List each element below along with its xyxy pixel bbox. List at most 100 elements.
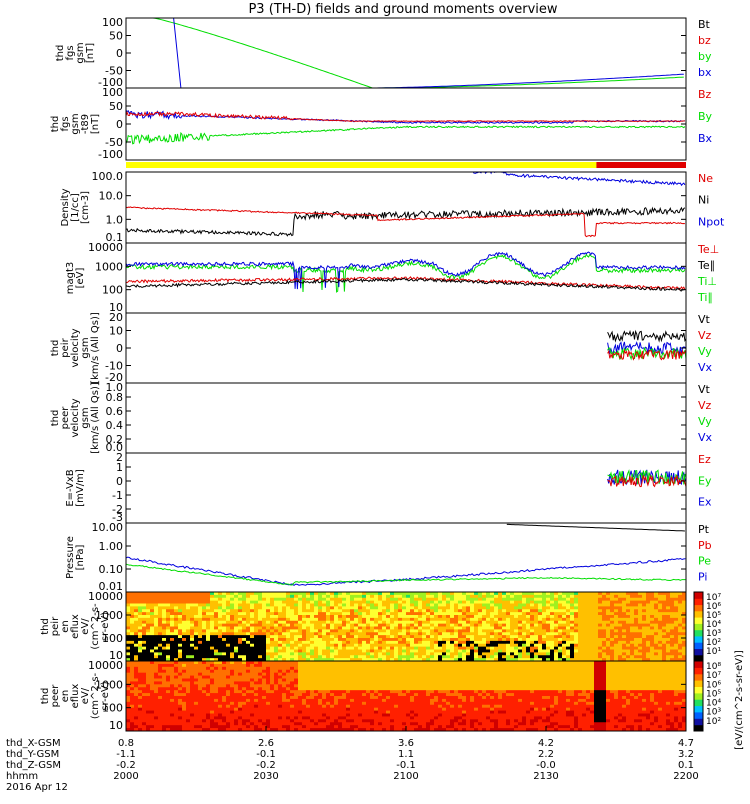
spectrogram-cell: [374, 626, 379, 630]
spectrogram-cell: [458, 632, 463, 636]
spectrogram-cell: [314, 701, 319, 706]
spectrogram-cell: [274, 675, 279, 680]
spectrogram-cell: [170, 655, 175, 659]
spectrogram-cell: [190, 690, 195, 694]
spectrogram-cell: [650, 617, 655, 622]
spectrogram-cell: [170, 725, 175, 729]
spectrogram-cell: [242, 638, 247, 642]
spectrogram-cell: [250, 675, 255, 680]
spectrogram-cell: [302, 698, 307, 703]
spectrogram-cell: [614, 600, 619, 605]
spectrogram-cell: [466, 623, 471, 628]
spectrogram-cell: [202, 640, 207, 645]
spectrogram-cell: [170, 681, 175, 685]
spectrogram-cell: [386, 638, 391, 642]
spectrogram-cell: [174, 626, 179, 630]
spectrogram-cell: [498, 629, 503, 633]
spectrogram-cell: [346, 606, 351, 610]
spectrogram-cell: [190, 728, 195, 731]
spectrogram-cell: [142, 592, 147, 596]
spectrogram-cell: [198, 696, 203, 700]
spectrogram-cell: [274, 681, 279, 685]
spectrogram-cell: [670, 626, 675, 630]
spectrogram-cell: [198, 640, 203, 645]
spectrogram-cell: [194, 713, 199, 718]
spectrogram-cell: [330, 612, 335, 616]
spectrogram-cell: [386, 675, 391, 680]
spectrogram-cell: [134, 609, 139, 613]
spectrogram-cell: [486, 597, 491, 602]
spectrogram-cell: [318, 681, 323, 685]
spectrogram-cell: [402, 592, 407, 596]
spectrogram-cell: [494, 626, 499, 630]
spectrogram-cell: [642, 640, 647, 645]
spectrogram-cell: [150, 658, 155, 661]
spectrogram-cell: [518, 609, 523, 613]
spectrogram-cell: [278, 615, 283, 619]
spectrogram-cell: [126, 635, 131, 639]
spectrogram-cell: [354, 640, 359, 645]
spectrogram-cell: [602, 620, 607, 625]
spectrogram-cell: [510, 638, 515, 642]
spectrogram-cell: [518, 597, 523, 602]
spectrogram-cell: [346, 658, 351, 661]
spectrogram-cell: [250, 681, 255, 685]
spectrogram-cell: [198, 666, 203, 671]
spectrogram-cell: [274, 632, 279, 636]
spectrogram-cell: [430, 646, 435, 651]
spectrogram-cell: [298, 632, 303, 636]
spectrogram-cell: [370, 696, 375, 700]
spectrogram-cell: [630, 643, 635, 648]
spectrogram-cell: [230, 696, 235, 700]
spectrogram-cell: [234, 690, 239, 694]
spectrogram-cell: [390, 594, 395, 599]
spectrogram-cell: [146, 603, 151, 607]
spectrogram-cell: [362, 620, 367, 625]
spectrogram-cell: [458, 597, 463, 602]
spectrogram-cell: [590, 646, 595, 651]
spectrogram-cell: [662, 606, 667, 610]
spectrogram-cell: [158, 678, 163, 683]
spectrogram-cell: [230, 600, 235, 605]
spectrogram-cell: [374, 698, 379, 703]
spectrogram-cell: [350, 646, 355, 651]
spectrogram-cell: [426, 592, 431, 596]
spectrogram-cell: [646, 649, 651, 653]
spectrogram-cell: [218, 681, 223, 685]
spectrogram-cell: [534, 635, 539, 639]
spectrogram-cell: [146, 617, 151, 622]
spectrogram-cell: [250, 617, 255, 622]
spectrogram-cell: [342, 681, 347, 685]
spectrogram-cell: [214, 669, 219, 674]
spectrogram-cell: [450, 632, 455, 636]
spectrogram-cell: [326, 663, 331, 668]
spectrogram-cell: [238, 701, 243, 706]
spectrogram-cell: [290, 666, 295, 671]
spectrogram-cell: [394, 600, 399, 605]
spectrogram-cell: [494, 629, 499, 633]
spectrogram-cell: [170, 722, 175, 726]
spectrogram-cell: [454, 626, 459, 630]
spectrogram-cell: [374, 661, 379, 665]
spectrogram-cell: [250, 632, 255, 636]
spectrogram-cell: [670, 629, 675, 633]
spectrogram-cell: [374, 643, 379, 648]
spectrogram-cell: [338, 707, 343, 712]
spectrogram-cell: [598, 655, 603, 659]
spectrogram-cell: [138, 640, 143, 645]
spectrogram-cell: [222, 681, 227, 685]
spectrogram-cell: [382, 606, 387, 610]
spectrogram-cell: [166, 609, 171, 613]
spectrogram-cell: [218, 658, 223, 661]
spectrogram-cell: [682, 597, 686, 602]
spectrogram-cell: [390, 629, 395, 633]
spectrogram-cell: [606, 649, 611, 653]
spectrogram-cell: [162, 684, 167, 688]
spectrogram-cell: [146, 592, 151, 596]
spectrogram-cell: [306, 615, 311, 619]
spectrogram-cell: [330, 663, 335, 668]
spectrogram-cell: [302, 626, 307, 630]
spectrogram-cell: [302, 620, 307, 625]
spectrogram-cell: [294, 675, 299, 680]
spectrogram-cell: [342, 592, 347, 596]
